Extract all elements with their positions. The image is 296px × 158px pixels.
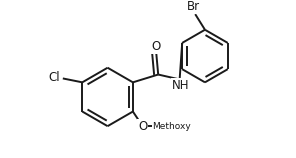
Text: Methoxy: Methoxy <box>152 122 191 131</box>
Text: Cl: Cl <box>48 71 60 84</box>
Text: NH: NH <box>172 79 189 92</box>
Text: Methyl: Methyl <box>169 124 173 125</box>
Text: O: O <box>138 120 147 133</box>
Text: Br: Br <box>187 0 200 13</box>
Text: O: O <box>152 40 161 53</box>
